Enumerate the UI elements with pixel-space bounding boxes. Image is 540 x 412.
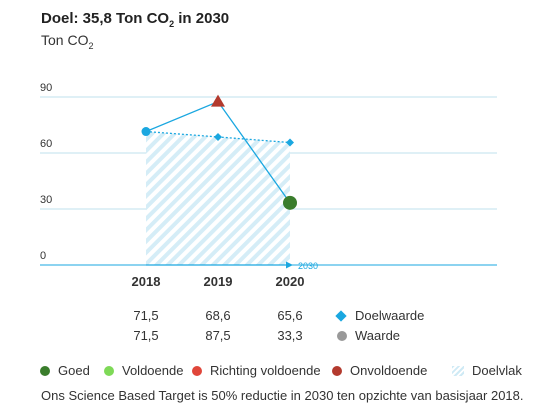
value-point	[141, 127, 151, 137]
circle-icon	[104, 365, 114, 376]
y-tick-label: 90	[40, 82, 52, 94]
legend-label: Onvoldoende	[350, 363, 428, 378]
legend-item: Doelvlak	[452, 363, 522, 378]
y-tick-label: 30	[40, 194, 52, 206]
target-point	[214, 132, 222, 141]
chart-title-tail: in 2030	[174, 10, 230, 27]
chart-title-text: Doel: 35,8 Ton CO	[41, 10, 170, 27]
legend-item: Goed	[40, 363, 90, 378]
circle-icon	[40, 365, 50, 376]
y-axis-unit-text: Ton CO	[41, 32, 89, 48]
y-tick-label: 60	[40, 138, 52, 150]
x-tick-label: 2018	[132, 274, 161, 289]
legend-label: Richting voldoende	[210, 363, 321, 378]
legend-label: Voldoende	[122, 363, 184, 378]
target-area	[146, 131, 290, 265]
hatch-swatch-icon	[452, 365, 464, 376]
legend-item: Onvoldoende	[332, 363, 427, 378]
y-axis-unit: Ton CO2	[41, 32, 93, 51]
value-point	[283, 195, 297, 210]
target-point	[286, 138, 294, 147]
co2-subscript: 2	[88, 40, 94, 51]
x-tick-label: 2019	[204, 274, 233, 289]
target-year-label: 2030	[298, 261, 318, 271]
target-arrow-head	[286, 261, 293, 269]
legend-item: Richting voldoende	[192, 363, 321, 378]
legend-label: Doelvlak	[472, 363, 522, 378]
legend-item: Voldoende	[104, 363, 183, 378]
circle-icon	[192, 365, 202, 376]
circle-icon	[332, 365, 342, 376]
legend-label: Goed	[58, 363, 90, 378]
value-point	[211, 94, 225, 107]
chart-canvas: 0 30 60 90 2030 2018 2019 2020	[40, 82, 497, 289]
y-tick-label: 0	[40, 250, 46, 262]
footnote: Ons Science Based Target is 50% reductie…	[41, 388, 524, 403]
chart-title: Doel: 35,8 Ton CO2 in 2030	[41, 10, 229, 29]
x-tick-label: 2020	[276, 274, 305, 289]
co2-subscript: 2	[169, 19, 175, 29]
